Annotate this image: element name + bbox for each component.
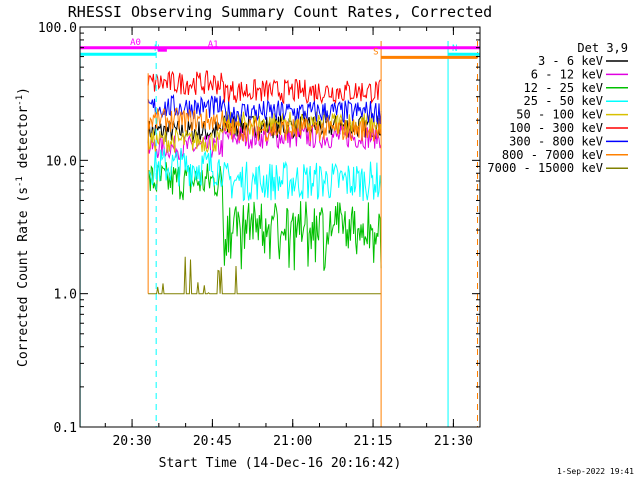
legend-label: 100 - 300 keV bbox=[509, 121, 603, 135]
y-axis-label-sup1: -1 bbox=[15, 176, 25, 187]
y-axis-label: Corrected Count Rate (s-1 detector-1) bbox=[15, 87, 31, 367]
event-lines-layer bbox=[79, 41, 479, 427]
flags-layer: NNA0A1S bbox=[80, 38, 480, 59]
y-axis-label-mid: detector bbox=[16, 106, 31, 177]
y-tick-label: 10.0 bbox=[46, 154, 77, 169]
y-tick-label: 100.0 bbox=[38, 21, 77, 36]
flag-label: S bbox=[373, 47, 378, 57]
x-tick-label: 21:30 bbox=[434, 434, 473, 449]
legend-title: Det 3,9 bbox=[577, 41, 628, 55]
legend-label: 300 - 800 keV bbox=[509, 134, 603, 148]
legend-label: 7000 - 15000 keV bbox=[487, 161, 603, 175]
y-tick-label: 0.1 bbox=[54, 421, 77, 436]
legend-label: 12 - 25 keV bbox=[524, 81, 603, 95]
series-line bbox=[147, 108, 382, 142]
legend-label: 50 - 100 keV bbox=[516, 108, 603, 122]
series-line bbox=[147, 93, 382, 125]
flag-label: A0 bbox=[130, 38, 141, 48]
x-tick-label: 21:00 bbox=[273, 434, 312, 449]
y-axis-label-main: Corrected Count Rate (s bbox=[16, 187, 31, 367]
x-tick-label: 20:45 bbox=[193, 434, 232, 449]
chart-title: RHESSI Observing Summary Count Rates, Co… bbox=[68, 3, 492, 21]
x-tick-label: 21:15 bbox=[353, 434, 392, 449]
legend-label: 25 - 50 keV bbox=[524, 94, 603, 108]
y-axis-label-end: ) bbox=[16, 87, 31, 95]
plot-frame bbox=[79, 26, 481, 428]
legend-label: 6 - 12 keV bbox=[531, 67, 603, 81]
axes-layer: 0.1 1.0 10.0 100.0 20:30 20:45 21:00 21:15 21:30 bbox=[38, 21, 480, 449]
y-tick-label: 1.0 bbox=[54, 288, 77, 303]
date-stamp: 1-Sep-2022 19:41 bbox=[557, 467, 634, 476]
x-axis-label: Start Time (14-Dec-16 20:16:42) bbox=[159, 456, 402, 471]
series-layer bbox=[147, 70, 382, 295]
legend-label: 800 - 7000 keV bbox=[502, 148, 603, 162]
series-line bbox=[147, 147, 382, 202]
legend-label: 3 - 6 keV bbox=[538, 54, 603, 68]
y-axis-label-sup2: -1 bbox=[15, 95, 25, 106]
series-line bbox=[147, 70, 382, 105]
series-line bbox=[148, 256, 382, 295]
flag-label: A1 bbox=[208, 40, 219, 50]
x-tick-label: 20:30 bbox=[112, 434, 151, 449]
